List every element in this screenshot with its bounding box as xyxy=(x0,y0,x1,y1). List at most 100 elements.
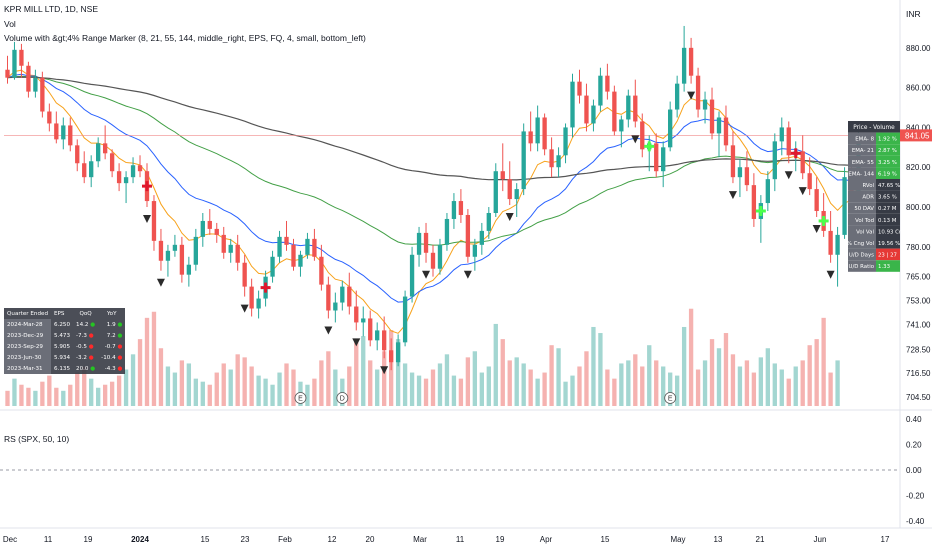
pv-row-label: RVol xyxy=(862,183,874,189)
pv-row-value-bg xyxy=(876,213,900,226)
volume-bar xyxy=(137,339,143,406)
candle-body xyxy=(277,236,282,257)
rs-axis-tick: -0.20 xyxy=(906,491,925,500)
volume-bar xyxy=(584,351,589,406)
volume-bar xyxy=(19,384,24,406)
volume-bar xyxy=(33,390,38,406)
earnings-flag-label: E xyxy=(298,396,303,403)
candle-body xyxy=(347,286,352,307)
pv-row-label: ADR xyxy=(862,195,874,201)
candle-body xyxy=(40,77,45,112)
candle-body xyxy=(109,153,115,172)
volume-bar xyxy=(779,369,784,406)
pv-row-label-bg xyxy=(848,167,876,179)
volume-bar xyxy=(730,354,736,406)
volume-bar xyxy=(123,369,129,406)
candle-body xyxy=(842,177,847,235)
eps-qoq: -0.5 xyxy=(76,343,87,350)
candle-body xyxy=(535,117,540,144)
volume-bar xyxy=(828,372,833,406)
time-axis-label: Jun xyxy=(814,535,827,544)
down-triangle-marker xyxy=(784,171,793,180)
volume-bar xyxy=(458,378,464,406)
volume-bar xyxy=(605,369,610,406)
eps-header-qoq: QoQ xyxy=(79,310,92,317)
volume-bar xyxy=(207,384,212,406)
volume-bar xyxy=(444,354,450,406)
candle-body xyxy=(102,143,108,154)
pv-row-value-bg xyxy=(876,248,900,261)
volume-bar xyxy=(214,372,219,406)
candle-body xyxy=(207,220,212,229)
candle-body xyxy=(33,77,38,92)
eps-quarter: 2023-Sep-29 xyxy=(4,341,52,352)
candle-body xyxy=(165,250,171,261)
pv-row-value: 0.13 M xyxy=(878,218,897,224)
pv-row-label: 50 DAV xyxy=(854,206,874,212)
volume-bar xyxy=(200,381,205,406)
time-axis-label: Dec xyxy=(3,535,17,544)
rs-axis-tick: 0.40 xyxy=(906,415,922,424)
time-axis-label: 13 xyxy=(714,535,723,544)
volume-bar xyxy=(172,372,178,406)
down-triangle-marker xyxy=(798,187,807,196)
last-price-tag xyxy=(900,129,932,142)
volume-bar xyxy=(82,366,87,406)
candle-body xyxy=(493,171,498,213)
candle-body xyxy=(416,232,422,255)
volume-bar xyxy=(430,369,436,406)
up-dot-icon: ● xyxy=(117,321,123,328)
volume-bar xyxy=(109,381,115,406)
pv-row-value-bg xyxy=(876,225,900,237)
pv-row-value-bg xyxy=(876,237,900,249)
candle-body xyxy=(326,284,331,311)
vol-legend: Vol xyxy=(4,19,16,29)
candle-body xyxy=(605,75,610,92)
eps-row: 2023-Mar-31 6.135 20.0 ● -4.3 ● xyxy=(4,363,125,374)
candle-body xyxy=(500,171,505,180)
time-axis-label: Feb xyxy=(278,535,292,544)
candle-body xyxy=(116,171,122,184)
volume-bar xyxy=(193,378,198,406)
volume-bar xyxy=(612,378,617,406)
volume-bar xyxy=(681,326,687,406)
candle-body xyxy=(542,117,547,150)
candle-body xyxy=(312,238,317,257)
candle-body xyxy=(284,236,289,245)
volume-bar xyxy=(563,381,568,406)
down-triangle-marker xyxy=(143,215,151,224)
candle-body xyxy=(47,111,52,124)
candle-body xyxy=(179,244,185,275)
volume-bar xyxy=(277,372,282,406)
volume-bar xyxy=(12,378,17,406)
volume-bar xyxy=(668,372,673,406)
pv-row-label: % Cng Vol xyxy=(847,241,874,247)
volume-bar xyxy=(702,360,708,406)
candle-body xyxy=(716,117,722,134)
pv-row-label: Vol Tod xyxy=(855,218,874,224)
candle-body xyxy=(200,220,205,237)
pv-row-label: U/D Ratio xyxy=(849,264,874,270)
volume-bar xyxy=(556,348,561,406)
volume-bar xyxy=(319,360,324,406)
candle-body xyxy=(89,161,94,178)
candle-body xyxy=(640,121,645,150)
candle-body xyxy=(619,119,624,132)
pv-row-label: Vol Val xyxy=(856,229,874,235)
volume-bar xyxy=(835,360,840,406)
eps-qoq-cell: -7.3 ● xyxy=(73,330,98,341)
down-triangle-marker xyxy=(156,278,165,287)
pv-row-value: 19.56 % xyxy=(878,241,900,247)
candle-body xyxy=(472,244,478,257)
volume-bar xyxy=(437,363,443,406)
cross-marker xyxy=(794,148,798,159)
candle-body xyxy=(54,123,59,140)
volume-bar xyxy=(361,336,366,406)
pv-row-value: 47.65 % xyxy=(878,183,900,189)
pv-row-label: EMA- 55 xyxy=(852,160,874,166)
up-dot-icon: ● xyxy=(90,365,96,372)
volume-bar xyxy=(570,375,575,406)
volume-bar xyxy=(249,366,254,406)
price-axis-tick: 716.50 xyxy=(906,369,931,378)
